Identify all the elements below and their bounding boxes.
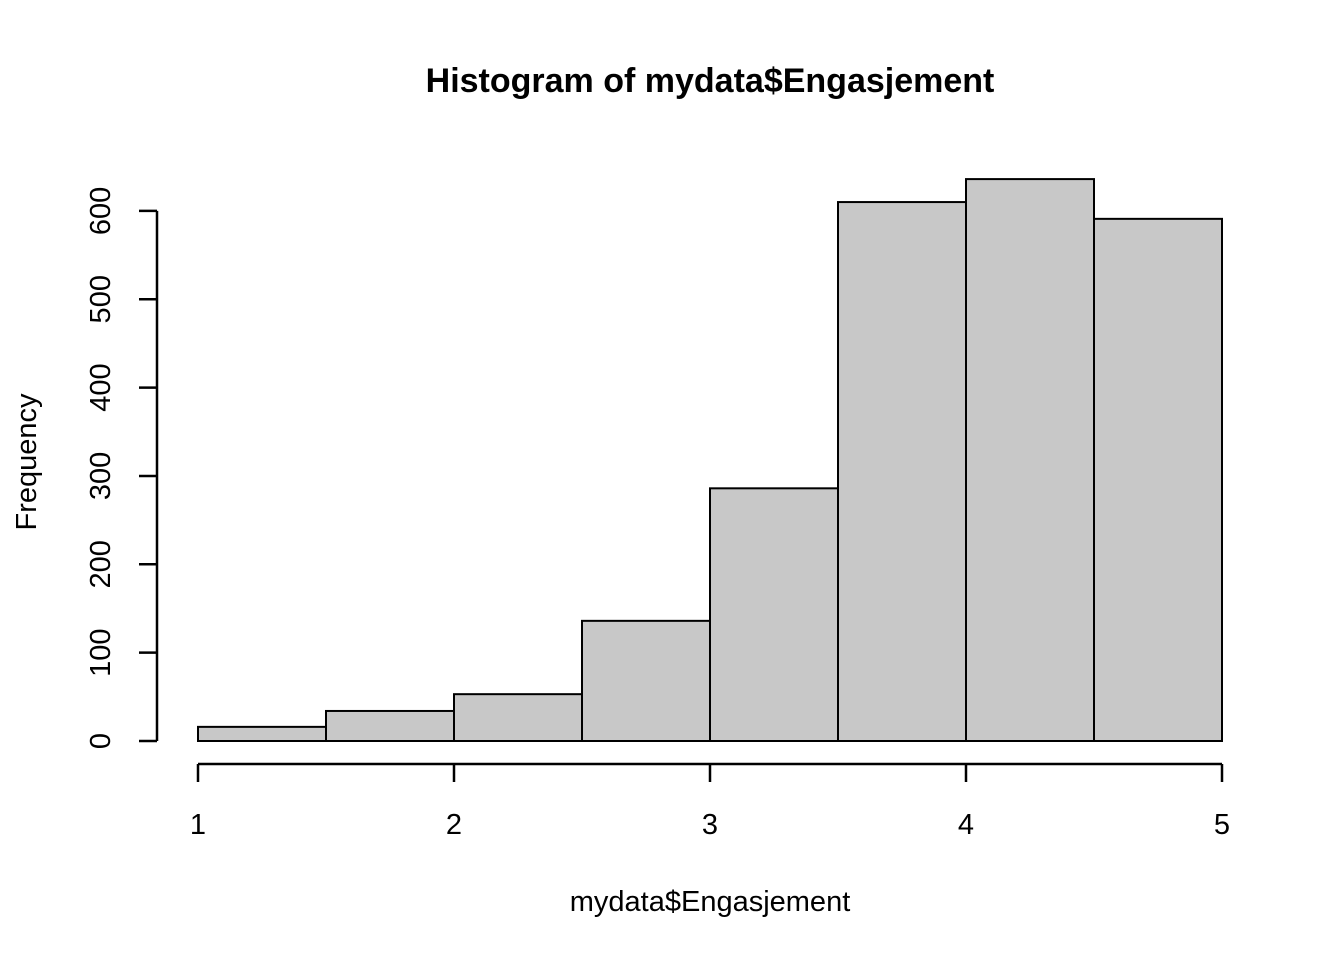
histogram-bar xyxy=(837,201,967,742)
y-tick-label: 500 xyxy=(85,275,117,323)
histogram-bar xyxy=(325,709,455,742)
y-tick-label: 300 xyxy=(85,452,117,500)
histogram-bar xyxy=(453,693,583,742)
y-axis-label: Frequency xyxy=(11,393,43,531)
histogram-bar xyxy=(197,725,327,743)
x-tick-label: 1 xyxy=(190,809,206,841)
bars-group xyxy=(197,178,1223,743)
y-axis: 0 100 200 300 400 500 600 xyxy=(85,187,159,749)
x-tick-label: 2 xyxy=(446,809,462,841)
y-tick-label: 0 xyxy=(85,733,117,749)
chart-title: Histogram of mydata$Engasjement xyxy=(426,62,995,100)
histogram-bar xyxy=(965,178,1095,742)
x-axis: 1 2 3 4 5 xyxy=(190,762,1230,841)
x-tick-label: 3 xyxy=(702,809,718,841)
histogram-bar xyxy=(581,619,711,742)
x-axis-label: mydata$Engasjement xyxy=(570,886,851,918)
histogram-bar xyxy=(709,487,839,742)
y-tick-label: 400 xyxy=(85,363,117,411)
y-tick-label: 600 xyxy=(85,187,117,235)
x-tick-label: 4 xyxy=(958,809,974,841)
x-tick-label: 5 xyxy=(1214,809,1230,841)
histogram-bar xyxy=(1093,217,1223,742)
y-tick-label: 100 xyxy=(85,628,117,676)
y-tick-label: 200 xyxy=(85,540,117,588)
